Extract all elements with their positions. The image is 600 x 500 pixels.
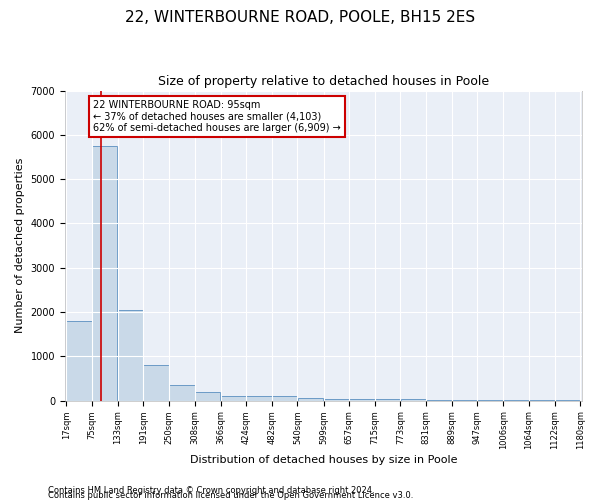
Bar bbox=[92, 146, 118, 401]
Text: 22, WINTERBOURNE ROAD, POOLE, BH15 2ES: 22, WINTERBOURNE ROAD, POOLE, BH15 2ES bbox=[125, 10, 475, 25]
Bar bbox=[67, 321, 92, 400]
Text: Contains public sector information licensed under the Open Government Licence v3: Contains public sector information licen… bbox=[48, 491, 413, 500]
Bar bbox=[246, 396, 272, 400]
Bar bbox=[349, 398, 374, 400]
Y-axis label: Number of detached properties: Number of detached properties bbox=[15, 158, 25, 334]
Text: Contains HM Land Registry data © Crown copyright and database right 2024.: Contains HM Land Registry data © Crown c… bbox=[48, 486, 374, 495]
Bar bbox=[143, 366, 169, 400]
Bar bbox=[221, 396, 246, 400]
Bar bbox=[375, 398, 400, 400]
Bar bbox=[195, 392, 220, 400]
Bar bbox=[298, 398, 323, 400]
Bar bbox=[169, 385, 195, 400]
Bar bbox=[323, 398, 349, 400]
Bar bbox=[118, 310, 143, 400]
Title: Size of property relative to detached houses in Poole: Size of property relative to detached ho… bbox=[158, 75, 489, 88]
Text: 22 WINTERBOURNE ROAD: 95sqm
← 37% of detached houses are smaller (4,103)
62% of : 22 WINTERBOURNE ROAD: 95sqm ← 37% of det… bbox=[94, 100, 341, 133]
X-axis label: Distribution of detached houses by size in Poole: Distribution of detached houses by size … bbox=[190, 455, 457, 465]
Bar bbox=[272, 396, 298, 400]
